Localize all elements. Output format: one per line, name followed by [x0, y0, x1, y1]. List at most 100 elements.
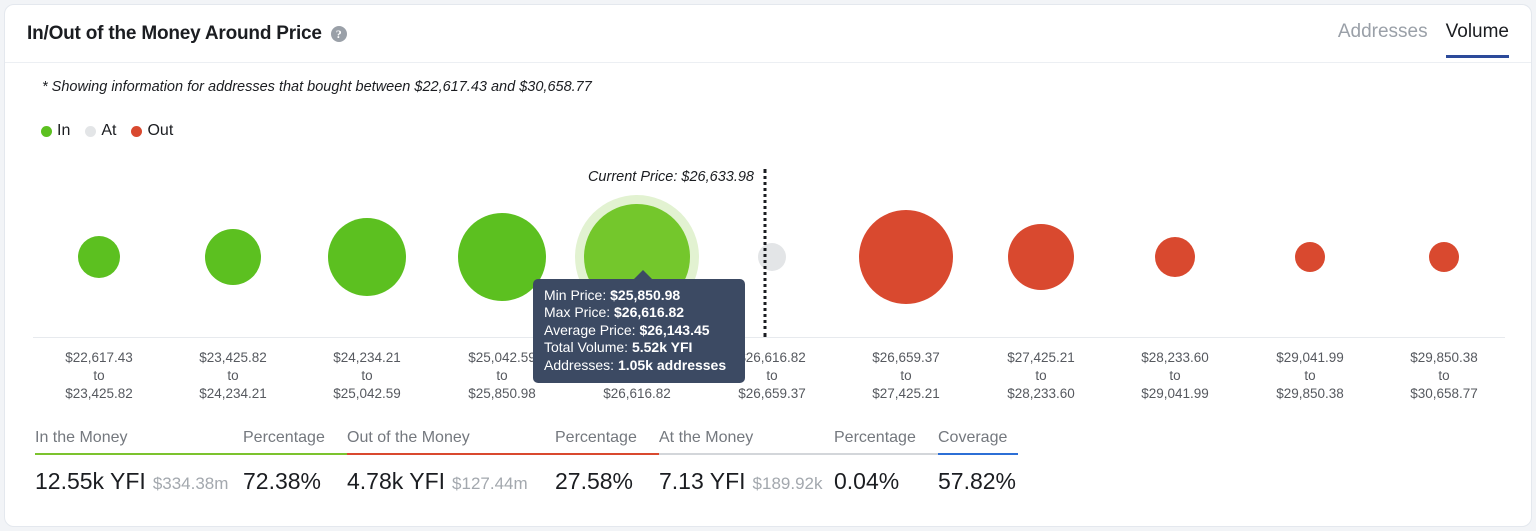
stat-block: Coverage 57.82% [938, 429, 1018, 495]
legend-item-at[interactable]: At [85, 122, 116, 140]
x-axis-label: $26,659.37 to $27,425.21 [872, 349, 940, 403]
bubble-in[interactable] [78, 236, 120, 278]
bubble-out[interactable] [1429, 242, 1459, 272]
legend-dot-in-icon [41, 125, 52, 137]
stat-block: Percentage 0.04% [834, 429, 938, 495]
tooltip-label: Total Volume: [544, 339, 629, 356]
legend-label-in: In [57, 122, 71, 139]
bubble-in[interactable] [205, 229, 261, 285]
bubble-plot: Current Price: $26,633.98 [5, 155, 1531, 350]
x-axis-range-high: $26,616.82 [603, 386, 671, 401]
tooltip-label: Min Price: [544, 287, 607, 303]
tooltip-row: Average Price: $26,143.45 [544, 322, 735, 339]
x-axis-label: $28,233.60 to $29,041.99 [1141, 349, 1209, 403]
bubble-out[interactable] [1155, 237, 1195, 277]
stat-secondary: $189.92k [752, 474, 823, 493]
x-axis-label: $24,234.21 to $25,042.59 [333, 349, 401, 403]
x-axis-range-high: $29,850.38 [1276, 386, 1344, 401]
card-header: In/Out of the Money Around Price ? Addre… [5, 5, 1531, 63]
x-axis-range-low: $29,850.38 [1410, 350, 1478, 365]
tooltip-row: Total Volume: 5.52k YFI [544, 339, 735, 356]
bubble-in[interactable] [328, 218, 406, 296]
bubble-tooltip: Min Price: $25,850.98 Max Price: $26,616… [533, 270, 745, 384]
tooltip-label: Max Price: [544, 304, 611, 321]
stat-value: 57.82% [938, 468, 1018, 495]
x-axis-range-low: $29,041.99 [1276, 350, 1344, 365]
stat-value: 12.55k YFI $334.38m [35, 468, 243, 495]
question-mark-icon[interactable]: ? [330, 25, 347, 42]
stat-primary: 27.58% [555, 468, 634, 494]
bubble-out[interactable] [859, 210, 953, 304]
x-axis-range-high: $25,850.98 [468, 386, 536, 401]
x-axis-to: to [900, 368, 912, 383]
tooltip-value: $26,616.82 [614, 304, 685, 321]
stat-label: Out of the Money [347, 429, 555, 455]
tab-volume[interactable]: Volume [1445, 22, 1509, 58]
x-axis-to: to [93, 368, 105, 383]
x-axis-to: to [1438, 368, 1450, 383]
bubble-out[interactable] [1008, 224, 1074, 290]
x-axis-range-low: $24,234.21 [333, 350, 401, 365]
x-axis-range-low: $26,659.37 [872, 350, 940, 365]
stat-primary: 12.55k YFI [35, 468, 146, 494]
x-axis-to: to [496, 368, 508, 383]
x-axis-range-high: $27,425.21 [872, 386, 940, 401]
stat-label: In the Money [35, 429, 243, 455]
x-axis-range-high: $24,234.21 [199, 386, 267, 401]
x-axis-label: $22,617.43 to $23,425.82 [65, 349, 133, 403]
stat-label: At the Money [659, 429, 834, 455]
bubble-at[interactable] [758, 243, 786, 271]
x-axis-range-high: $30,658.77 [1410, 386, 1478, 401]
tooltip-value: $25,850.98 [610, 287, 681, 303]
tab-addresses[interactable]: Addresses [1337, 21, 1428, 42]
x-axis-to: to [1304, 368, 1316, 383]
x-axis-line [33, 337, 1505, 338]
x-axis-label: $29,041.99 to $29,850.38 [1276, 349, 1344, 403]
stat-primary: 4.78k YFI [347, 468, 446, 494]
chart-legend: In At Out [41, 122, 182, 140]
legend-item-out[interactable]: Out [131, 122, 173, 140]
legend-item-in[interactable]: In [41, 122, 70, 140]
x-axis-label: $27,425.21 to $28,233.60 [1007, 349, 1075, 403]
tab-bar: Addresses Volume [1338, 5, 1509, 62]
x-axis-label: $26,616.82 to $26,659.37 [738, 349, 806, 403]
x-axis-to: to [361, 368, 373, 383]
stat-label: Coverage [938, 429, 1018, 455]
stat-label: Percentage [834, 429, 938, 455]
legend-label-at: At [101, 122, 117, 139]
stat-primary: 57.82% [938, 468, 1017, 494]
stat-block: Percentage 72.38% [243, 429, 347, 495]
x-axis-labels: $22,617.43 to $23,425.82 $23,425.82 to $24,23… [5, 349, 1531, 411]
page-title: In/Out of the Money Around Price [27, 22, 322, 44]
tooltip-arrow-icon [633, 270, 653, 280]
stat-value: 4.78k YFI $127.44m [347, 468, 555, 495]
stat-value: 0.04% [834, 468, 938, 495]
x-axis-range-low: $28,233.60 [1141, 350, 1209, 365]
range-note: * Showing information for addresses that… [42, 79, 592, 95]
x-axis-label: $29,850.38 to $30,658.77 [1410, 349, 1478, 403]
stat-block: Percentage 27.58% [555, 429, 659, 495]
stat-primary: 72.38% [243, 468, 322, 494]
stat-block: Out of the Money 4.78k YFI $127.44m [347, 429, 555, 495]
x-axis-range-high: $26,659.37 [738, 386, 806, 401]
stat-block: In the Money 12.55k YFI $334.38m [35, 429, 243, 495]
x-axis-label: $23,425.82 to $24,234.21 [199, 349, 267, 403]
current-price-label: Current Price: $26,633.98 [587, 169, 754, 185]
tooltip-value: $26,143.45 [639, 321, 710, 338]
in-out-money-card: In/Out of the Money Around Price ? Addre… [4, 4, 1532, 527]
tooltip-row: Max Price: $26,616.82 [544, 304, 735, 321]
stat-primary: 7.13 YFI [659, 468, 746, 494]
bubble-in[interactable] [458, 213, 546, 301]
stat-label: Percentage [243, 429, 347, 455]
legend-dot-out-icon [131, 125, 143, 137]
stat-secondary: $334.38m [152, 474, 229, 493]
tooltip-value: 5.52k YFI [631, 339, 693, 356]
x-axis-range-low: $22,617.43 [65, 350, 133, 365]
x-axis-range-high: $29,041.99 [1141, 386, 1209, 401]
tooltip-label: Addresses: [544, 356, 615, 373]
x-axis-range-high: $23,425.82 [65, 386, 133, 401]
x-axis-to: to [1169, 368, 1181, 383]
bubble-out[interactable] [1295, 242, 1325, 272]
tooltip-label: Average Price: [544, 321, 636, 338]
x-axis-range-low: $23,425.82 [199, 350, 267, 365]
